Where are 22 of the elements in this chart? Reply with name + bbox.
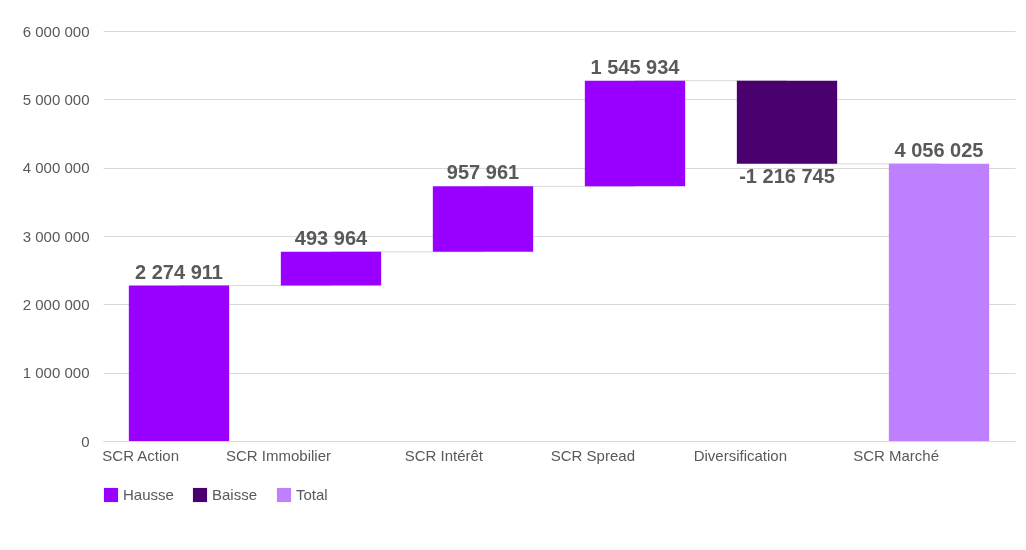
data-label: 2 274 911 <box>135 260 223 283</box>
y-tick-label: 0 <box>81 432 90 450</box>
y-tick-label: 6 000 000 <box>22 22 90 40</box>
y-tick-label: 3 000 000 <box>22 227 90 245</box>
x-tick-label: SCR Action <box>102 446 179 464</box>
data-label: -1 216 745 <box>739 164 835 187</box>
x-tick-label: SCR Spread <box>550 446 635 464</box>
data-label: 4 056 025 <box>894 138 984 161</box>
data-label: 1 545 934 <box>590 55 681 78</box>
x-tick-label: SCR Immobilier <box>225 446 331 464</box>
legend-label: Total <box>296 486 328 503</box>
y-tick-label: 2 000 000 <box>22 295 90 313</box>
y-tick-label: 4 000 000 <box>22 159 90 177</box>
x-tick-label: Diversification <box>693 446 787 464</box>
y-tick-label: 1 000 000 <box>22 364 90 382</box>
y-tick-label: 5 000 000 <box>22 90 90 108</box>
data-label: 493 964 <box>294 226 369 249</box>
data-label: 957 961 <box>446 161 520 184</box>
x-tick-label: SCR Marché <box>853 446 939 464</box>
legend-label: Hausse <box>123 486 174 503</box>
legend-label: Baisse <box>212 486 258 503</box>
x-tick-label: SCR Intérêt <box>404 446 484 464</box>
